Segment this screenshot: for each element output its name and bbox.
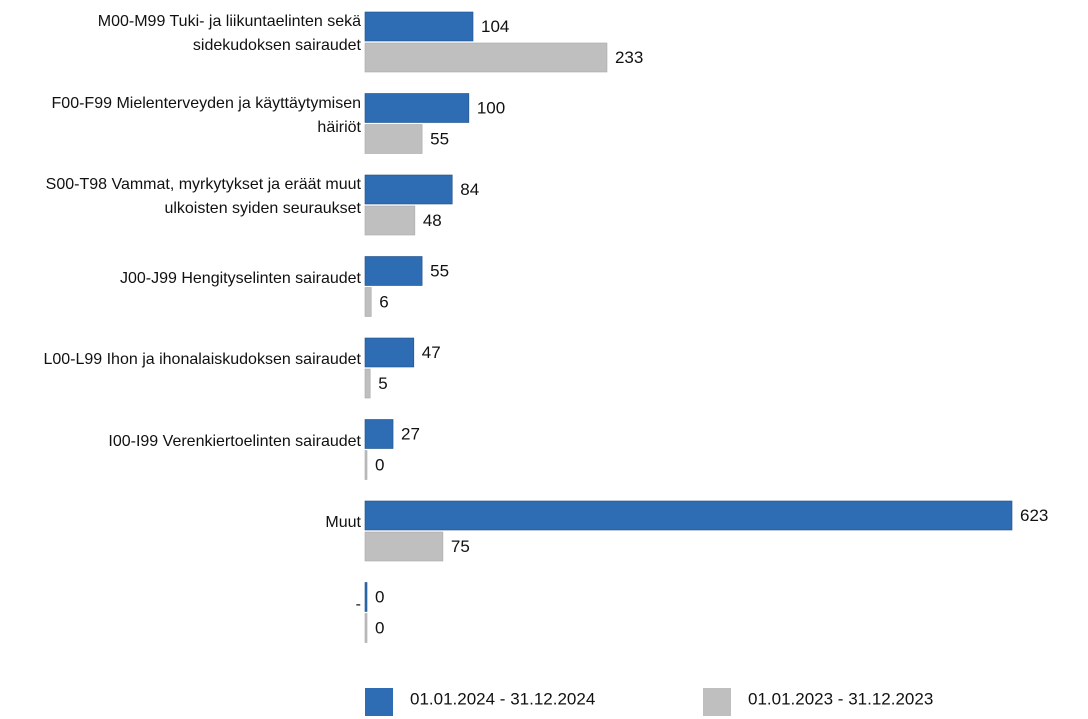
bar xyxy=(364,368,371,399)
bar xyxy=(364,500,1013,531)
value-label: 48 xyxy=(423,211,442,230)
value-label: 623 xyxy=(1020,506,1048,525)
value-label: 0 xyxy=(375,618,384,637)
legend-label: 01.01.2023 - 31.12.2023 xyxy=(748,689,933,708)
category-label: Muut xyxy=(325,514,361,531)
bar xyxy=(364,42,608,73)
category-label: J00-J99 Hengityselinten sairaudet xyxy=(119,269,361,287)
value-label: 6 xyxy=(379,292,388,311)
category-label: F00-F99 Mielenterveyden ja käyttäytymise… xyxy=(51,94,361,136)
category-label: - xyxy=(355,595,361,613)
value-label: 47 xyxy=(422,343,441,362)
value-label: 84 xyxy=(460,180,479,199)
bar xyxy=(364,450,368,480)
category-label: L00-L99 Ihon ja ihonalaiskudoksen sairau… xyxy=(43,351,361,368)
value-label: 0 xyxy=(375,587,384,606)
bar xyxy=(364,11,474,42)
legend-swatch xyxy=(365,688,393,716)
bar xyxy=(364,205,416,236)
value-label: 75 xyxy=(451,537,470,556)
bar xyxy=(364,93,470,123)
value-label: 104 xyxy=(481,17,509,36)
bar xyxy=(364,124,423,154)
value-label: 55 xyxy=(430,129,449,148)
value-label: 55 xyxy=(430,261,449,280)
value-label: 100 xyxy=(477,98,505,117)
bar xyxy=(364,419,394,449)
value-label: 0 xyxy=(375,455,384,474)
bar xyxy=(364,287,372,317)
bar xyxy=(364,337,415,368)
category-label: I00-I99 Verenkiertoelinten sairaudet xyxy=(108,432,361,450)
value-label: 5 xyxy=(378,374,387,393)
value-label: 27 xyxy=(401,424,420,443)
value-label: 233 xyxy=(615,48,643,67)
bar xyxy=(364,256,423,286)
bar xyxy=(364,174,453,205)
bar xyxy=(364,582,368,612)
legend-label: 01.01.2024 - 31.12.2024 xyxy=(410,689,595,708)
bar xyxy=(364,613,368,643)
category-label: S00-T98 Vammat, myrkytykset ja eräät muu… xyxy=(45,176,361,217)
bar xyxy=(364,531,444,562)
category-label: M00-M99 Tuki- ja liikuntaelinten sekä si… xyxy=(97,13,361,54)
legend-swatch xyxy=(703,688,731,716)
